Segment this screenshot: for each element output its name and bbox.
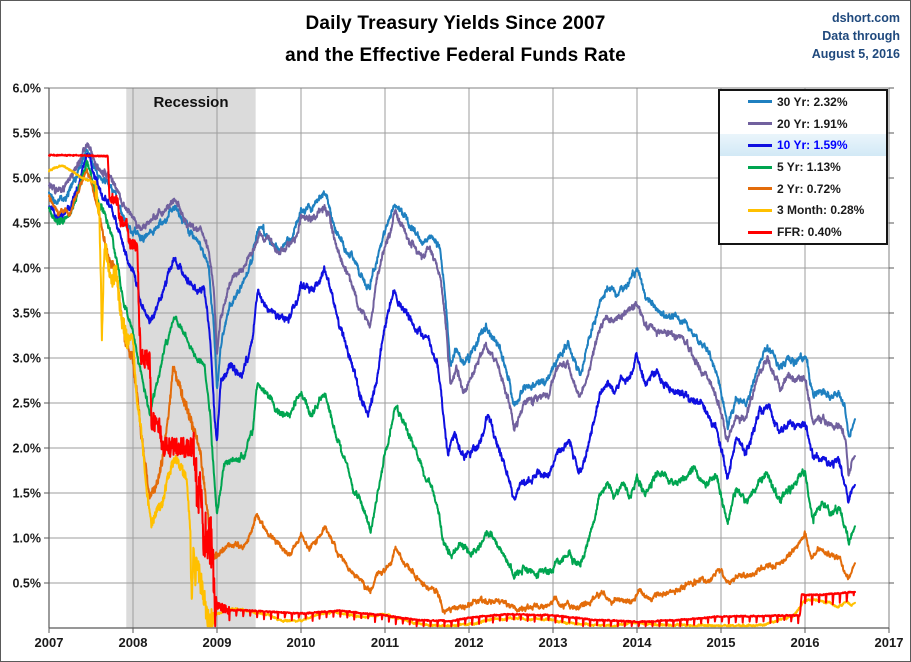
legend-row-5yr: 5 Yr: 1.13%	[720, 156, 886, 178]
legend-swatch-3month-line-icon	[748, 208, 772, 212]
x-axis-label: 2011	[371, 635, 399, 650]
y-axis-label: 4.5%	[13, 217, 42, 231]
y-axis-label: 3.5%	[13, 307, 42, 321]
legend-label-20yr: 20 Yr: 1.91%	[777, 116, 848, 131]
legend-label-2yr: 2 Yr: 0.72%	[777, 181, 841, 196]
legend-swatch-5yr-line-icon	[748, 165, 772, 169]
x-axis-label: 2015	[707, 635, 736, 650]
y-axis-label: 5.5%	[13, 127, 42, 141]
legend-label-30yr: 30 Yr: 2.32%	[777, 94, 848, 109]
series-line-5yr	[48, 159, 856, 580]
legend: 30 Yr: 2.32% 20 Yr: 1.91% 10 Yr: 1.59% 5…	[718, 89, 888, 245]
x-axis-label: 2017	[875, 635, 904, 650]
x-axis-label: 2016	[791, 635, 820, 650]
y-axis-label: 2.5%	[13, 397, 42, 411]
legend-row-10yr: 10 Yr: 1.59%	[720, 134, 886, 157]
y-axis-label: 5.0%	[13, 172, 42, 186]
legend-label-5yr: 5 Yr: 1.13%	[777, 160, 841, 175]
source-attribution: dshort.com Data through August 5, 2016	[812, 9, 900, 63]
y-axis-label: 1.0%	[13, 532, 42, 546]
legend-label-3month: 3 Month: 0.28%	[777, 203, 865, 218]
x-axis-label: 2010	[287, 635, 316, 650]
x-axis-label: 2009	[203, 635, 232, 650]
legend-swatch-2yr-line-icon	[748, 187, 772, 191]
chart-title-line1: Daily Treasury Yields Since 2007	[305, 13, 606, 34]
legend-row-ffr: FFR: 0.40%	[720, 221, 886, 243]
series-line-20yr	[48, 142, 856, 477]
series-line-2yr	[48, 168, 856, 615]
data-through-text: Data through	[822, 29, 900, 43]
y-axis-label: 4.0%	[13, 262, 42, 276]
x-axis-label: 2012	[455, 635, 484, 650]
legend-row-30yr: 30 Yr: 2.32%	[720, 91, 886, 113]
recession-label: Recession	[153, 94, 229, 111]
x-axis-label: 2008	[119, 635, 148, 650]
y-axis-label: 3.0%	[13, 352, 42, 366]
y-axis-label: 6.0%	[13, 82, 42, 96]
legend-row-20yr: 20 Yr: 1.91%	[720, 113, 886, 135]
data-through-date: August 5, 2016	[811, 47, 900, 61]
x-axis-label: 2007	[35, 635, 64, 650]
x-axis-label: 2014	[623, 635, 653, 650]
legend-swatch-30yr-line-icon	[748, 100, 772, 104]
legend-row-3month: 3 Month: 0.28%	[720, 200, 886, 222]
series-line-ffr	[48, 153, 856, 628]
legend-row-2yr: 2 Yr: 0.72%	[720, 178, 886, 200]
x-axis-label: 2013	[539, 635, 568, 650]
y-axis-label: 2.0%	[13, 442, 42, 456]
chart-title-line2: and the Effective Federal Funds Rate	[285, 45, 626, 66]
legend-label-10yr: 10 Yr: 1.59%	[777, 138, 848, 153]
legend-swatch-20yr-line-icon	[748, 122, 772, 126]
y-axis-label: 0.5%	[13, 577, 42, 591]
series-line-10yr	[48, 152, 856, 504]
source-text: dshort.com	[831, 11, 900, 25]
legend-swatch-10yr-line-icon	[748, 143, 772, 147]
legend-swatch-ffr-line-icon	[748, 230, 772, 234]
legend-label-ffr: FFR: 0.40%	[777, 225, 842, 240]
y-axis-label: 1.5%	[13, 487, 42, 501]
